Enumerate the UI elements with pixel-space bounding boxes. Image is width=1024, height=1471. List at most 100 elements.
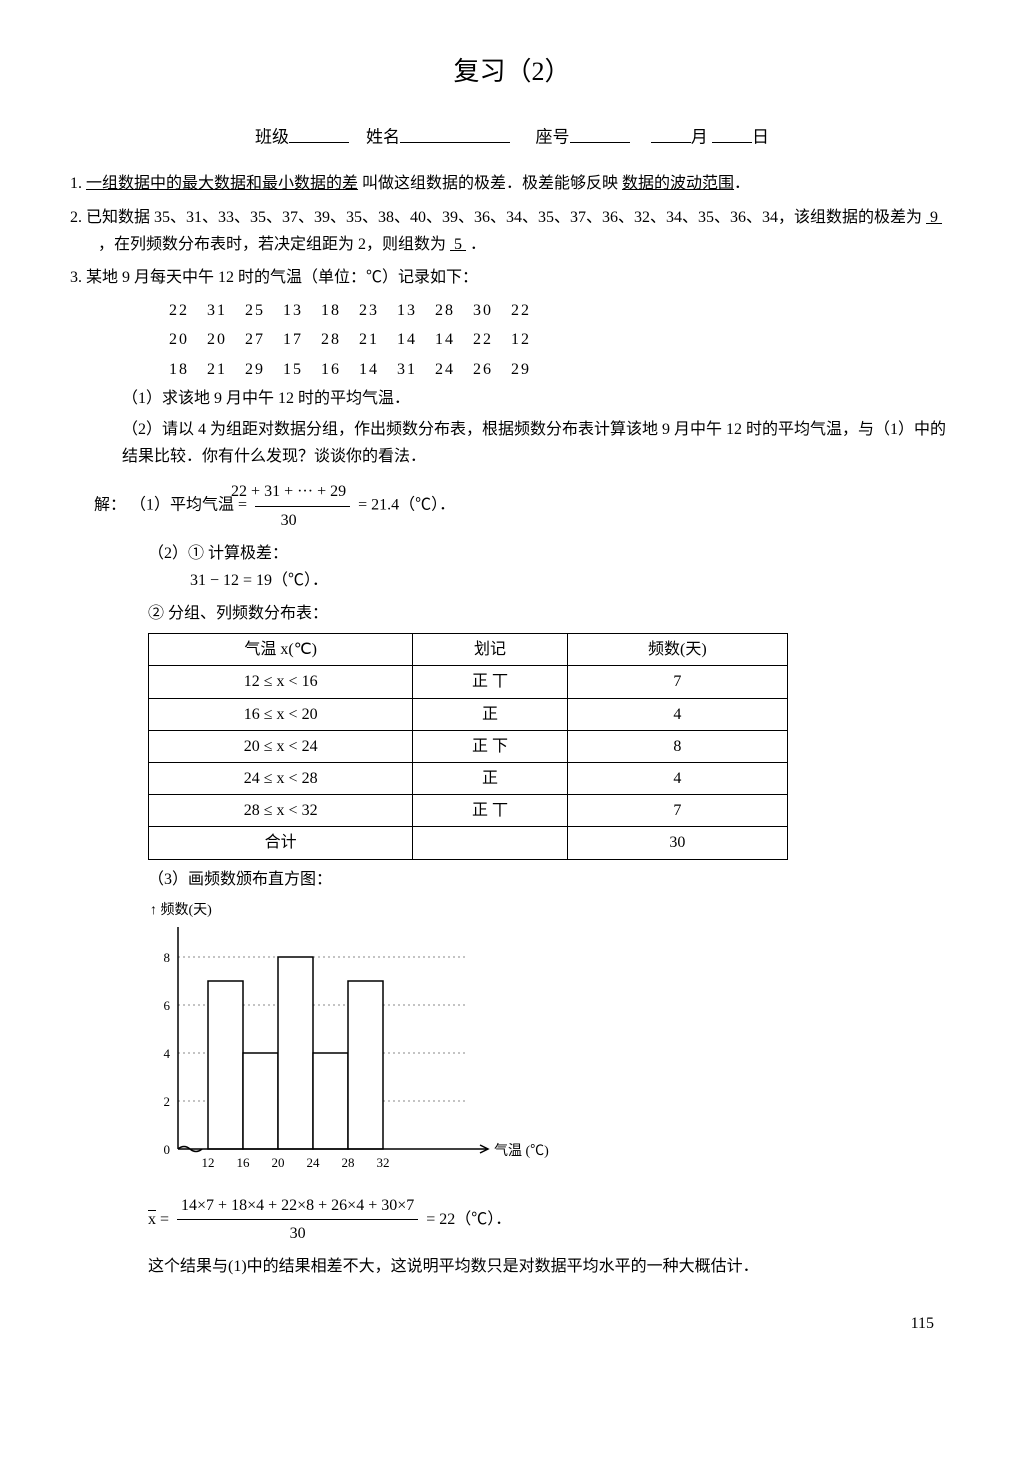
table-cell: 20 ≤ x < 24	[149, 730, 413, 762]
data-cell: 30	[464, 297, 502, 324]
q2-text-c: ．	[470, 236, 486, 253]
q2-text-a: 已知数据 35、31、33、35、37、39、35、38、40、39、36、34…	[86, 209, 922, 226]
data-cell: 24	[426, 356, 464, 383]
data-row: 22312513182313283022	[70, 297, 954, 324]
data-row: 20202717282114142212	[70, 326, 954, 353]
data-cell: 28	[312, 326, 350, 353]
q1-mid: 叫做这组数据的极差．极差能够反映	[362, 175, 618, 192]
solution-2a: （2）① 计算极差：	[70, 540, 954, 567]
svg-text:2: 2	[164, 1094, 171, 1109]
question-3: 3. 某地 9 月每天中午 12 时的气温（单位：℃）记录如下：	[70, 264, 954, 291]
q2-text-b: ，在列频数分布表时，若决定组距为 2，则组数为	[98, 236, 446, 253]
solution-1: 解： （1）平均气温 = 22 + 31 + ··· + 29 30 = 21.…	[70, 478, 954, 533]
data-cell: 31	[388, 356, 426, 383]
svg-text:16: 16	[237, 1155, 251, 1170]
solution-3-label: （3）画频数颁布直方图：	[70, 866, 954, 893]
solution-2a-calc: 31 − 12 = 19（℃）．	[70, 567, 954, 594]
table-row: 12 ≤ x < 16正 丅7	[149, 666, 788, 698]
q3-num: 3.	[70, 269, 82, 286]
q2-ans1: 9	[926, 209, 942, 226]
page-title: 复习（2）	[70, 50, 954, 94]
class-label: 班级	[255, 128, 289, 147]
sol-label: 解：	[94, 497, 126, 514]
svg-text:4: 4	[164, 1046, 171, 1061]
svg-text:32: 32	[377, 1155, 390, 1170]
data-cell: 17	[274, 326, 312, 353]
data-cell: 20	[198, 326, 236, 353]
page-number: 115	[70, 1310, 954, 1337]
data-cell: 15	[274, 356, 312, 383]
table-cell: 正 丅	[413, 795, 567, 827]
data-cell: 25	[236, 297, 274, 324]
conclusion: 这个结果与(1)中的结果相差不大，这说明平均数只是对数据平均水平的一种大概估计．	[70, 1253, 954, 1280]
table-cell: 正 下	[413, 730, 567, 762]
blank-month	[651, 122, 691, 142]
data-cell: 14	[426, 326, 464, 353]
data-cell: 18	[312, 297, 350, 324]
table-cell: 正	[413, 698, 567, 730]
table-header: 频数(天)	[567, 634, 787, 666]
data-cell: 20	[160, 326, 198, 353]
table-total-row: 合计 30	[149, 827, 788, 859]
q2-num: 2.	[70, 209, 82, 226]
table-cell: 7	[567, 795, 787, 827]
svg-text:8: 8	[164, 950, 171, 965]
q3-intro: 某地 9 月每天中午 12 时的气温（单位：℃）记录如下：	[86, 269, 478, 286]
q1-end: ．	[734, 175, 750, 192]
q1-num: 1.	[70, 175, 82, 192]
data-cell: 31	[198, 297, 236, 324]
histogram-ylabel: ↑ 频数(天)	[150, 899, 954, 923]
header-row: 班级 姓名 座号 月 日	[70, 122, 954, 152]
q1-ans2: 数据的波动范围	[622, 175, 734, 192]
table-cell: 28 ≤ x < 32	[149, 795, 413, 827]
histogram-svg: 02468121620242832气温 (℃)	[138, 923, 568, 1177]
data-cell: 26	[464, 356, 502, 383]
table-cell: 4	[567, 763, 787, 795]
data-cell: 29	[502, 356, 540, 383]
question-1: 1. 一组数据中的最大数据和最小数据的差 叫做这组数据的极差．极差能够反映 数据…	[70, 170, 954, 197]
data-cell: 22	[464, 326, 502, 353]
blank-seat	[570, 122, 630, 142]
table-header: 气温 x(℃)	[149, 634, 413, 666]
svg-text:28: 28	[342, 1155, 355, 1170]
data-cell: 13	[388, 297, 426, 324]
q3-part2: （2）请以 4 为组距对数据分组，作出频数分布表，根据频数分布表计算该地 9 月…	[70, 416, 954, 470]
table-cell: 8	[567, 730, 787, 762]
table-cell: 16 ≤ x < 20	[149, 698, 413, 730]
total-blank	[413, 827, 567, 859]
fraction-1: 22 + 31 + ··· + 29 30	[255, 478, 350, 533]
frac1-num: 22 + 31 + ··· + 29	[255, 478, 350, 506]
q1-ans1: 一组数据中的最大数据和最小数据的差	[86, 175, 358, 192]
solution-2b: ② 分组、列频数分布表：	[70, 600, 954, 627]
total-value: 30	[567, 827, 787, 859]
blank-day	[712, 122, 752, 142]
svg-text:12: 12	[202, 1155, 215, 1170]
data-row: 18212915161431242629	[70, 356, 954, 383]
blank-class	[289, 122, 349, 142]
table-row: 20 ≤ x < 24正 下8	[149, 730, 788, 762]
data-cell: 27	[236, 326, 274, 353]
frac1-den: 30	[255, 507, 350, 534]
svg-text:20: 20	[272, 1155, 285, 1170]
svg-text:6: 6	[164, 998, 171, 1013]
table-row: 28 ≤ x < 32正 丅7	[149, 795, 788, 827]
data-cell: 14	[388, 326, 426, 353]
data-cell: 22	[502, 297, 540, 324]
data-cell: 18	[160, 356, 198, 383]
table-cell: 正	[413, 763, 567, 795]
mean-2: x = 14×7 + 18×4 + 22×8 + 26×4 + 30×7 30 …	[70, 1192, 954, 1247]
frac2-den: 30	[177, 1220, 418, 1247]
name-label: 姓名	[366, 128, 400, 147]
month-label: 月	[691, 128, 708, 147]
svg-text:0: 0	[164, 1142, 171, 1157]
frac2-num: 14×7 + 18×4 + 22×8 + 26×4 + 30×7	[177, 1192, 418, 1220]
data-cell: 22	[160, 297, 198, 324]
frequency-table: 气温 x(℃)划记频数(天) 12 ≤ x < 16正 丅716 ≤ x < 2…	[148, 633, 788, 859]
data-cell: 29	[236, 356, 274, 383]
data-rows: 2231251318231328302220202717282114142212…	[70, 297, 954, 383]
data-cell: 16	[312, 356, 350, 383]
question-2: 2. 已知数据 35、31、33、35、37、39、35、38、40、39、36…	[70, 204, 954, 258]
day-label: 日	[752, 128, 769, 147]
total-label: 合计	[149, 827, 413, 859]
data-cell: 23	[350, 297, 388, 324]
